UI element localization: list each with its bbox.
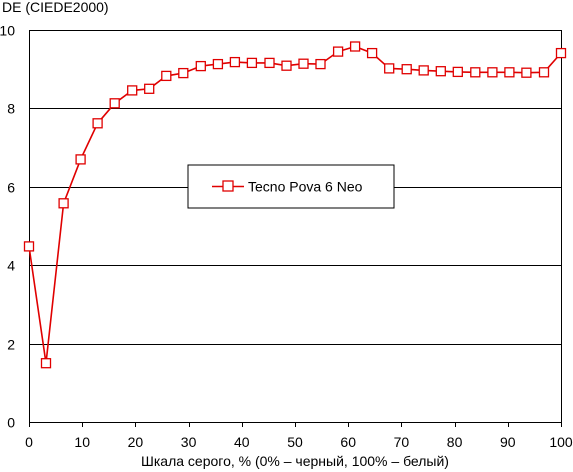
data-point [212,58,224,70]
legend-label: Tecno Pova 6 Neo [248,179,363,195]
data-point [349,41,361,52]
x-tick-label-60: 60 [340,434,356,450]
data-point [435,66,446,77]
axes [29,30,562,427]
x-tick-label-40: 40 [234,434,250,450]
series-group [23,41,567,369]
data-point [40,358,52,369]
y-tick-label-4: 4 [7,258,15,274]
x-tick-label-50: 50 [287,434,303,450]
data-point [366,47,378,59]
y-tick-label-2: 2 [7,337,15,353]
y-tick-label-0: 0 [7,415,15,431]
x-tick-label-70: 70 [394,434,410,450]
x-tick-label-80: 80 [447,434,463,450]
data-point [298,58,309,69]
data-point [384,63,395,74]
data-point [281,60,292,71]
data-point [521,67,532,78]
data-point [127,85,138,96]
data-point [418,65,429,76]
x-tick-label-0: 0 [25,434,33,450]
data-point [401,64,412,75]
data-point [58,198,69,209]
data-point [332,46,344,57]
data-point [504,67,515,78]
x-tick-label-20: 20 [128,434,144,450]
data-point [92,118,103,129]
y-tick-labels: 0 2 4 6 8 10 [0,23,15,431]
y-axis-title: DE (CIEDE2000) [2,0,109,15]
legend-marker [222,180,234,192]
x-tick-label-100: 100 [549,434,573,450]
data-point [178,67,189,79]
data-point [23,241,35,252]
data-point [538,67,550,78]
data-point [487,67,498,78]
y-tick-label-10: 10 [0,23,15,39]
data-point [229,56,241,68]
data-point [75,154,86,165]
x-tick-labels: 0 10 20 30 40 50 60 70 80 90 100 [25,434,573,450]
data-point [246,57,258,69]
data-point [315,58,326,70]
data-point [195,60,206,72]
x-tick-label-90: 90 [500,434,516,450]
y-tick-label-6: 6 [7,180,15,196]
x-axis-title: Шкала серого, % (0% – черный, 100% – бел… [141,453,449,469]
data-point [264,57,275,69]
y-tick-label-8: 8 [7,101,15,117]
data-point [452,66,463,78]
data-point [109,98,120,109]
x-tick-label-30: 30 [181,434,197,450]
data-point [470,67,481,78]
data-point [144,83,155,94]
x-tick-label-10: 10 [74,434,90,450]
data-point [555,47,567,59]
data-point [161,70,172,82]
legend: Tecno Pova 6 Neo [187,164,395,209]
